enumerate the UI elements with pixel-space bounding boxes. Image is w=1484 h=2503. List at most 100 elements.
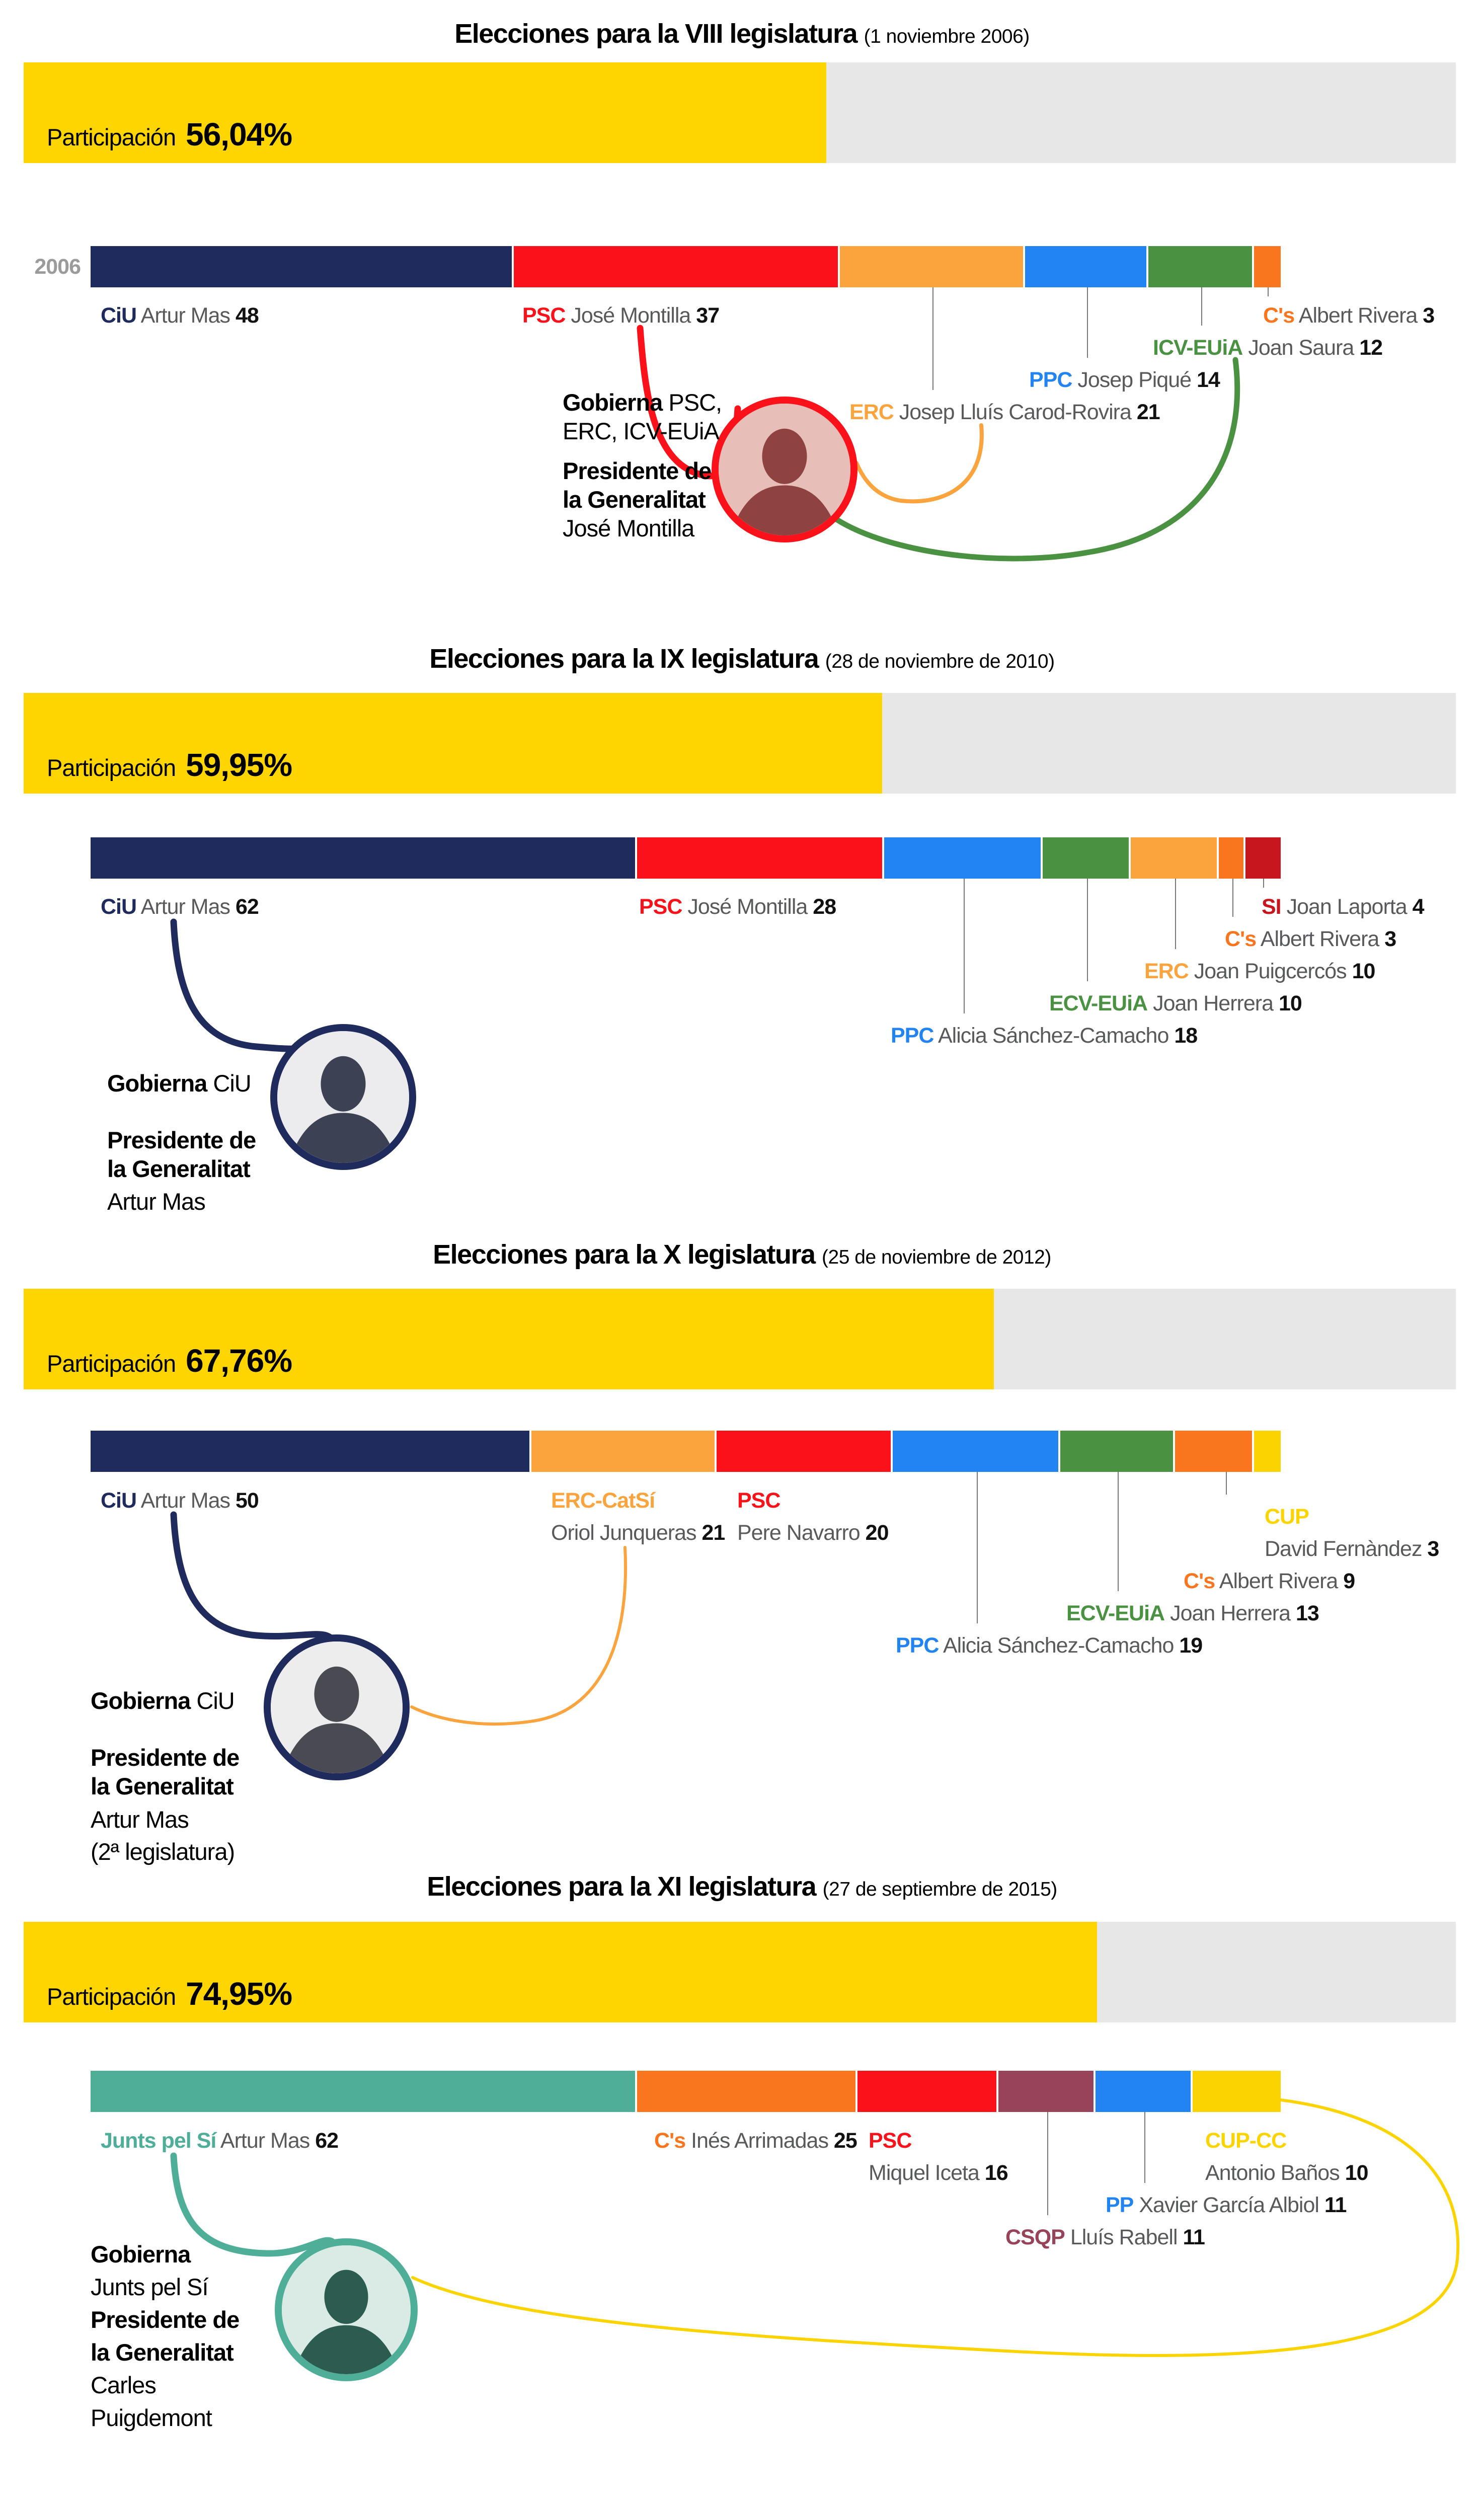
segment-erc: [840, 246, 1025, 287]
segment-cup: [1254, 1431, 1281, 1472]
title-date: (28 de noviembre de 2010): [825, 651, 1055, 672]
participation-label: Participación: [47, 124, 176, 150]
seats-bar: [91, 837, 1281, 879]
party-label-pp: PP Xavier García Albiol 11: [1106, 2193, 1347, 2217]
connector-erc: [1175, 879, 1176, 949]
connector-cs: [1268, 287, 1269, 296]
participation-text: Participación 67,76%: [47, 1342, 292, 1379]
participation-track: Participación 59,95%: [24, 693, 1456, 794]
gobierna-line: (2ª legislatura): [91, 1838, 235, 1865]
connector-cup: [1226, 1472, 1227, 1495]
gobierna-line: ERC, ICV-EUiA: [563, 418, 720, 444]
participation-fill: [24, 1922, 1098, 2022]
connector-pp: [1144, 2112, 1145, 2183]
party-label-cs: C's Inés Arrimadas 25: [654, 2129, 857, 2153]
participation-label: Participación: [47, 754, 176, 781]
party-label-ecv: ECV-EUiA Joan Herrera 10: [1049, 991, 1302, 1015]
gobierna-line: la Generalitat: [91, 1773, 234, 1800]
title-date: (25 de noviembre de 2012): [822, 1246, 1051, 1268]
party-label-psc: PSC Pere Navarro 20: [737, 1489, 889, 1545]
connector-icv: [1201, 287, 1202, 326]
gobierna-line: Gobierna PSC,: [563, 389, 722, 416]
seats-bar: [91, 1431, 1281, 1472]
curve-ciu-to-mas-ix: [170, 918, 337, 1052]
connector-ppc: [1087, 287, 1088, 358]
curve-jxsi-to-puigdemont: [170, 2152, 340, 2257]
gobierna-line: Artur Mas: [91, 1806, 189, 1833]
gobierna-line: la Generalitat: [107, 1155, 251, 1182]
gobierna-line: José Montilla: [563, 515, 694, 541]
segment-erccat: [531, 1431, 717, 1472]
gobierna-line: Presidente de: [91, 1744, 240, 1771]
participation-value: 56,04%: [186, 116, 292, 152]
section-title: Elecciones para la VIII legislatura (1 n…: [0, 18, 1484, 49]
seats-bar: [91, 246, 1281, 287]
segment-psc: [513, 246, 840, 287]
segment-cupcc: [1192, 2071, 1281, 2112]
party-label-ciu: CiU Artur Mas 48: [101, 303, 259, 328]
segment-ppc: [893, 1431, 1060, 1472]
title-text: Elecciones para la VIII legislatura: [454, 19, 857, 49]
seats-bar: [91, 2071, 1281, 2112]
president-portrait-icon: [277, 1031, 409, 1163]
party-label-erccat: ERC-CatSí Oriol Junqueras 21: [551, 1489, 725, 1545]
party-label-erc: ERC Joan Puigcercós 10: [1144, 959, 1375, 983]
segment-ciu: [91, 1431, 531, 1472]
party-label-csqp: CSQP Lluís Rabell 11: [1005, 2225, 1205, 2249]
segment-psc: [637, 837, 884, 879]
president-photo-montilla: [712, 397, 857, 542]
section-title: Elecciones para la XI legislatura (27 de…: [0, 1871, 1484, 1902]
segment-icv: [1148, 246, 1255, 287]
party-label-psc: PSC José Montilla 28: [639, 895, 836, 919]
connector-ecv: [1118, 1472, 1119, 1591]
party-label-cs: C's Albert Rivera 3: [1225, 927, 1396, 951]
curve-ciu-to-mas-x: [170, 1511, 336, 1643]
participation-label: Participación: [47, 1983, 176, 2010]
participation-value: 67,76%: [186, 1343, 292, 1379]
segment-si: [1245, 837, 1281, 879]
gobierna-line: Carles: [91, 2372, 157, 2398]
gobierna-line: Presidente de: [107, 1127, 256, 1153]
party-label-ppc: PPC Alicia Sánchez-Camacho 19: [896, 1633, 1203, 1658]
connector-erc: [932, 287, 933, 390]
party-label-cs: C's Albert Rivera 9: [1184, 1569, 1355, 1593]
segment-erc: [1131, 837, 1219, 879]
party-label-erc: ERC Josep Lluís Carod-Rovira 21: [849, 400, 1160, 424]
participation-value: 74,95%: [186, 1976, 292, 2012]
party-label-cs: C's Albert Rivera 3: [1263, 303, 1435, 328]
gobierna-line: Presidente de: [91, 2306, 240, 2333]
segment-ciu: [91, 246, 514, 287]
party-label-icv: ICV-EUiA Joan Saura 12: [1153, 336, 1383, 360]
party-label-ecv: ECV-EUiA Joan Herrera 13: [1066, 1601, 1319, 1625]
gobierna-line: Presidente de: [563, 457, 712, 484]
participation-fill: [24, 693, 883, 794]
party-label-psc: PSC Miquel Iceta 16: [869, 2129, 1008, 2185]
president-portrait-icon: [719, 404, 850, 535]
curve-erccatsi-to-mas: [410, 1546, 627, 1726]
connector-ppc: [964, 879, 965, 1013]
party-label-cup: CUP David Fernàndez 3: [1265, 1505, 1439, 1561]
segment-ciu: [91, 837, 638, 879]
gobierna-line: Junts pel Sí: [91, 2274, 209, 2300]
participation-label: Participación: [47, 1350, 176, 1377]
party-label-ppc: PPC Josep Piqué 14: [1029, 368, 1220, 392]
segment-pp: [1096, 2071, 1193, 2112]
president-portrait-icon: [271, 1641, 403, 1773]
gobierna-line: la Generalitat: [563, 486, 706, 513]
participation-text: Participación 59,95%: [47, 746, 292, 784]
connector-cs: [1232, 879, 1233, 917]
segment-ppc: [1025, 246, 1149, 287]
party-label-psc: PSC José Montilla 37: [522, 303, 720, 328]
title-text: Elecciones para la IX legislatura: [429, 644, 819, 674]
party-label-ppc: PPC Alicia Sánchez-Camacho 18: [891, 1024, 1198, 1048]
participation-fill: [24, 1289, 994, 1389]
segment-cs: [1175, 1431, 1255, 1472]
year-label: 2006: [34, 255, 81, 279]
connector-ecv: [1087, 879, 1088, 981]
participation-track: Participación 56,04%: [24, 62, 1456, 163]
title-date: (27 de septiembre de 2015): [822, 1879, 1058, 1900]
connector-csqp: [1047, 2112, 1048, 2215]
gobierna-line: Gobierna CiU: [107, 1070, 252, 1097]
president-portrait-icon: [282, 2245, 411, 2374]
